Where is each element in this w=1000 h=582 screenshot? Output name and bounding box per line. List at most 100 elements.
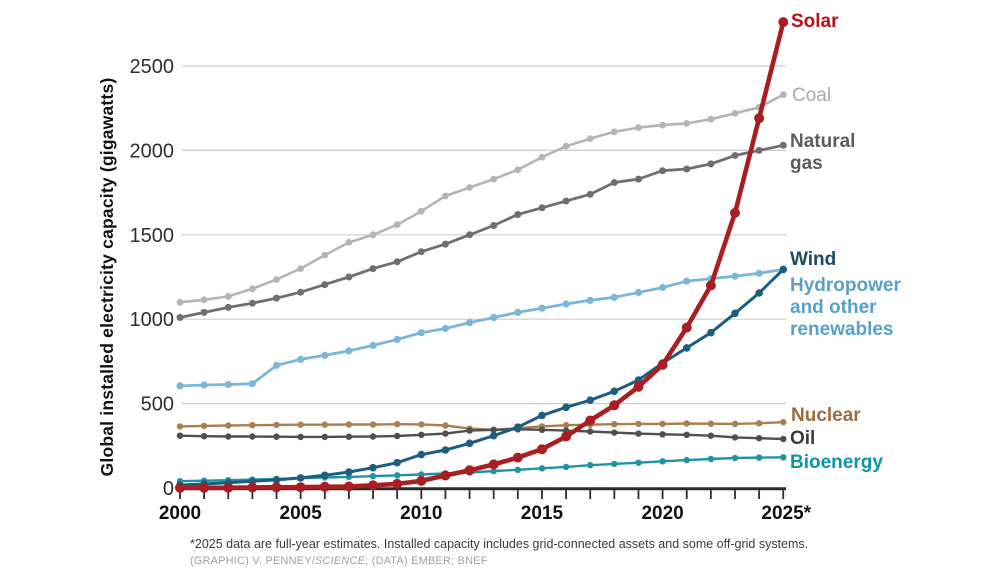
series-label-hydropower: Hydropower [790,275,901,296]
series-dot-hydropower-2003 [248,380,256,388]
series-line-oil [179,428,784,441]
series-label-hydropower: and other [790,297,877,318]
series-label-wind: Wind [790,249,836,270]
series-dot-coal-2013 [490,175,498,183]
plot-area: 0 500 1000 1500 2000 2500 2000 2005 2010 2015 2020… [130,11,902,524]
y-tick-label-500: 500 [141,394,174,416]
series-dot-nuclear-2022 [707,420,715,427]
series-dot-bioenergy-2022 [707,455,715,463]
series-dot-nuclear-2016 [562,422,570,429]
series-dot-coal-2017 [586,135,594,143]
series-dot-coal-2004 [273,276,280,283]
series-dot-oil-2025 [780,435,787,443]
series-dot-bioenergy-2009 [394,472,401,479]
series-dot-bioenergy-2023 [731,454,739,462]
series-dot-bioenergy-2016 [562,463,570,471]
series-line-coal [179,93,784,304]
x-tick-label-2025: 2025* [761,503,811,524]
series-dot-natural_gas-2018 [610,179,618,186]
y-tick-label-2500: 2500 [130,56,175,78]
series-dot-natural_gas-2019 [635,175,642,183]
series-dot-wind-2015 [538,411,546,420]
series-dot-hydropower-2011 [441,324,449,333]
series-dot-coal-2012 [466,184,473,191]
x-tick-label-2005: 2005 [280,503,323,524]
series-dot-wind-2023 [731,309,739,318]
series-dot-solar-2011 [440,470,451,481]
series-dot-bioenergy-2013 [490,467,497,475]
footnote: *2025 data are full-year estimates. Inst… [190,537,910,567]
series-dot-oil-2012 [466,427,473,434]
series-dot-nuclear-2003 [249,422,256,429]
series-dot-solar-2010 [416,475,427,486]
series-dot-hydropower-2016 [562,300,570,308]
series-dot-nuclear-2001 [200,422,208,430]
series-label-coal: Coal [792,85,831,106]
series-dot-bioenergy-2015 [538,465,546,472]
series-dot-wind-2016 [562,403,570,412]
series-dot-solar-2024 [754,113,765,124]
series-dot-coal-2019 [635,124,642,131]
series-dot-natural_gas-2011 [441,240,449,248]
series-dot-solar-2007 [343,481,354,492]
series-dot-natural_gas-2005 [297,288,305,296]
series-dot-wind-2010 [417,450,426,459]
series-dot-hydropower-2002 [224,380,232,389]
series-dot-oil-2021 [683,431,690,438]
series-dot-nuclear-2007 [345,421,353,428]
y-tick-label-2000: 2000 [130,140,175,162]
series-dot-coal-2007 [345,239,353,246]
series-dot-hydropower-2006 [321,351,329,359]
series-dot-coal-2009 [393,221,401,229]
series-dot-wind-2014 [514,423,522,432]
series-dot-solar-2019 [633,381,644,392]
series-dot-coal-2000 [176,298,184,306]
series-dot-nuclear-2020 [659,420,666,428]
series-dot-hydropower-2019 [634,288,643,297]
series-dot-natural_gas-2015 [538,204,546,212]
footnote-credit: (GRAPHIC) V. PENNEY/SCIENCE; (DATA) EMBE… [190,555,910,567]
series-dot-wind-2009 [393,458,402,467]
series-dot-solar-2002 [223,482,234,493]
series-label-hydropower: renewables [790,319,894,340]
series-dot-coal-2008 [369,231,377,239]
series-dot-wind-2012 [465,439,474,448]
series-dot-solar-2018 [609,400,620,411]
series-dot-natural_gas-2023 [731,152,739,159]
x-tick-label-2015: 2015 [521,503,564,524]
series-dot-wind-2011 [441,446,450,454]
series-dot-oil-2007 [345,433,353,440]
x-tick-label-2020: 2020 [641,503,683,524]
footnote-note: *2025 data are full-year estimates. Inst… [190,537,809,551]
series-dot-wind-2013 [489,431,498,440]
series-dot-natural_gas-2014 [514,211,522,218]
series-dot-hydropower-2001 [200,381,208,389]
series-dot-nuclear-2025 [780,419,787,426]
series-dot-coal-2005 [297,265,304,272]
series-dot-oil-2010 [418,431,425,438]
series-dot-hydropower-2014 [514,308,522,316]
series-dot-bioenergy-2014 [514,466,521,473]
series-dot-hydropower-2004 [272,361,281,369]
x-tick-label-2000: 2000 [159,503,201,524]
credit-prefix: (GRAPHIC) V. PENNEY/ [190,555,315,567]
series-dot-coal-2016 [562,142,570,150]
series-dot-wind-2017 [586,396,594,405]
series-label-oil: Oil [790,428,815,449]
series-dot-wind-2018 [610,387,619,396]
series-dot-solar-2012 [464,465,475,476]
series-dot-natural_gas-2016 [562,197,570,205]
series-dot-natural_gas-2012 [466,231,474,239]
series-dot-bioenergy-2010 [418,471,425,478]
series-dot-nuclear-2023 [731,420,739,428]
series-dot-solar-2008 [368,480,378,491]
series-line-nuclear [179,421,784,431]
series-dot-natural_gas-2022 [707,160,715,168]
series-dot-bioenergy-2025 [780,454,787,461]
series-dot-natural_gas-2024 [755,146,763,154]
series-dot-natural_gas-2000 [176,314,184,321]
series-dot-bioenergy-2018 [611,460,618,468]
series-dot-solar-2017 [585,415,596,426]
